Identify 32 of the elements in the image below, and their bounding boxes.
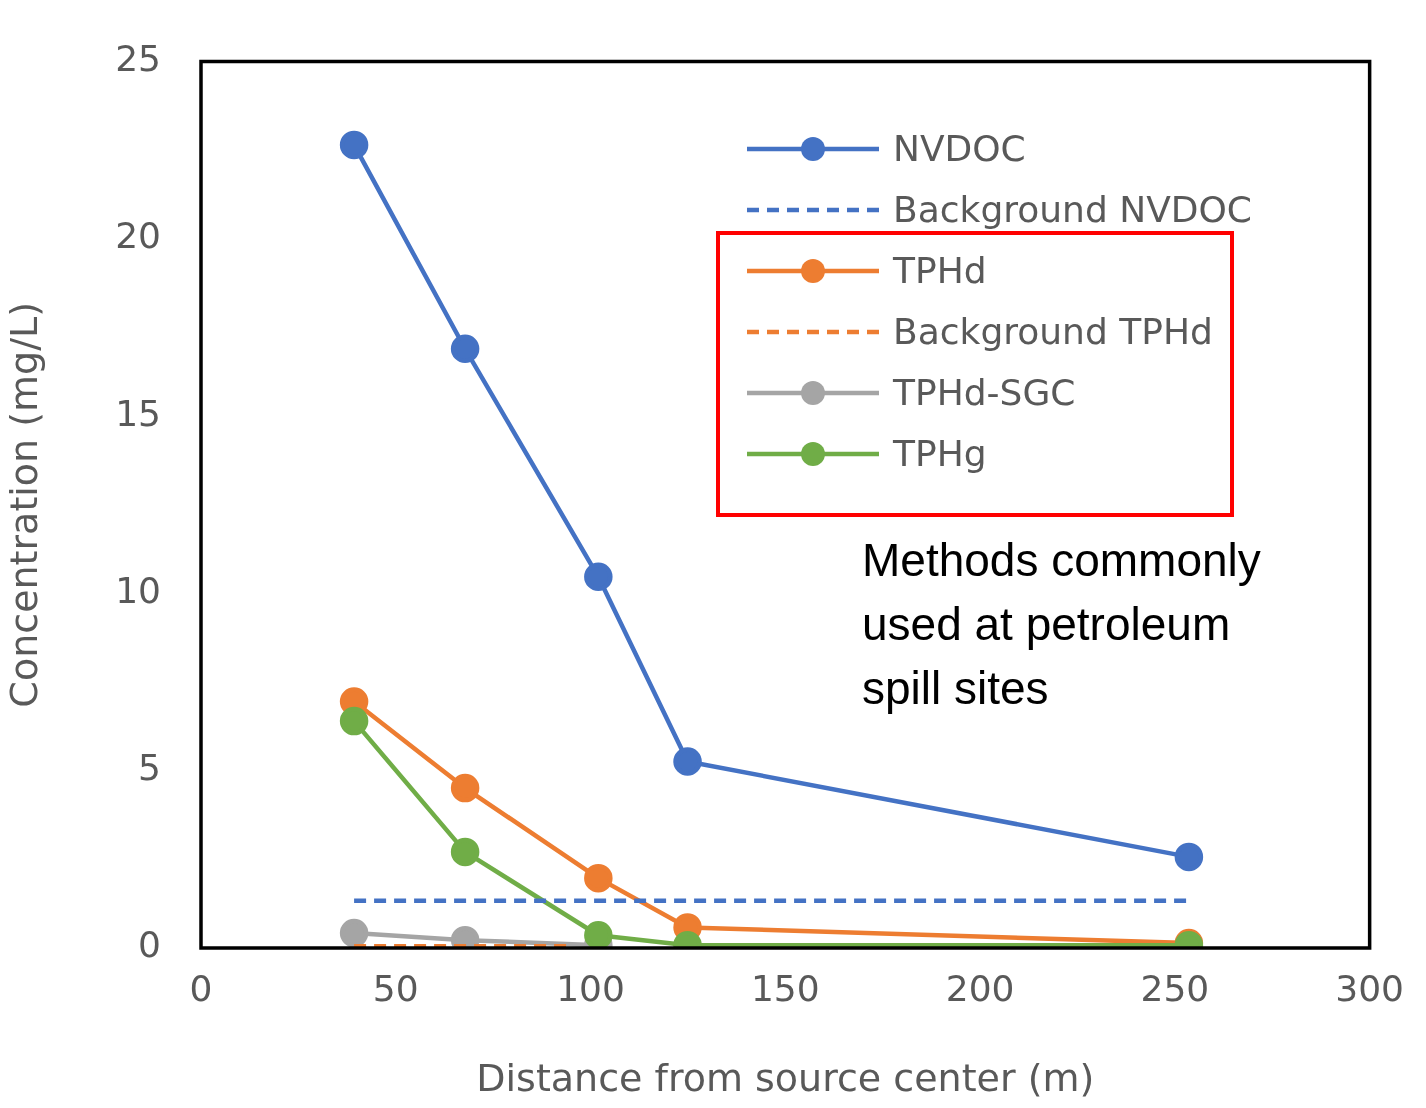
point bbox=[584, 562, 613, 592]
x-tick-label: 0 bbox=[189, 967, 213, 1009]
legend-label: NVDOC bbox=[893, 128, 1026, 169]
legend-label: TPHg bbox=[893, 433, 987, 474]
x-tick-label: 200 bbox=[945, 967, 1015, 1009]
point bbox=[450, 334, 480, 364]
x-tick-label: 250 bbox=[1140, 967, 1210, 1009]
legend-label: Background TPHd bbox=[893, 311, 1213, 352]
y-tick-label: 10 bbox=[115, 569, 161, 611]
y-tick-label: 0 bbox=[138, 924, 161, 966]
x-tick-label: 150 bbox=[750, 967, 820, 1009]
y-axis-title: Concentration (mg/L) bbox=[1, 301, 46, 708]
x-tick-label: 50 bbox=[372, 967, 419, 1009]
point bbox=[673, 747, 702, 776]
y-tick-label: 25 bbox=[115, 37, 161, 79]
x-axis-title: Distance from source center (m) bbox=[476, 1056, 1095, 1101]
y-tick-label: 15 bbox=[115, 392, 161, 434]
point bbox=[339, 130, 369, 160]
point bbox=[450, 837, 480, 867]
point bbox=[450, 773, 480, 803]
point bbox=[339, 706, 369, 736]
legend-label: TPHd-SGC bbox=[893, 372, 1076, 413]
point bbox=[584, 863, 613, 893]
y-tick-label: 5 bbox=[138, 747, 161, 789]
y-tick-label: 20 bbox=[115, 215, 161, 257]
annotation: Methods commonly used at petroleum spill sites bbox=[862, 533, 1262, 716]
x-tick-label: 300 bbox=[1335, 967, 1404, 1009]
legend-label: Background NVDOC bbox=[893, 189, 1252, 230]
x-tick-label: 100 bbox=[556, 967, 625, 1009]
point bbox=[339, 918, 369, 948]
legend-label: TPHd bbox=[893, 250, 987, 291]
point bbox=[1174, 842, 1204, 872]
